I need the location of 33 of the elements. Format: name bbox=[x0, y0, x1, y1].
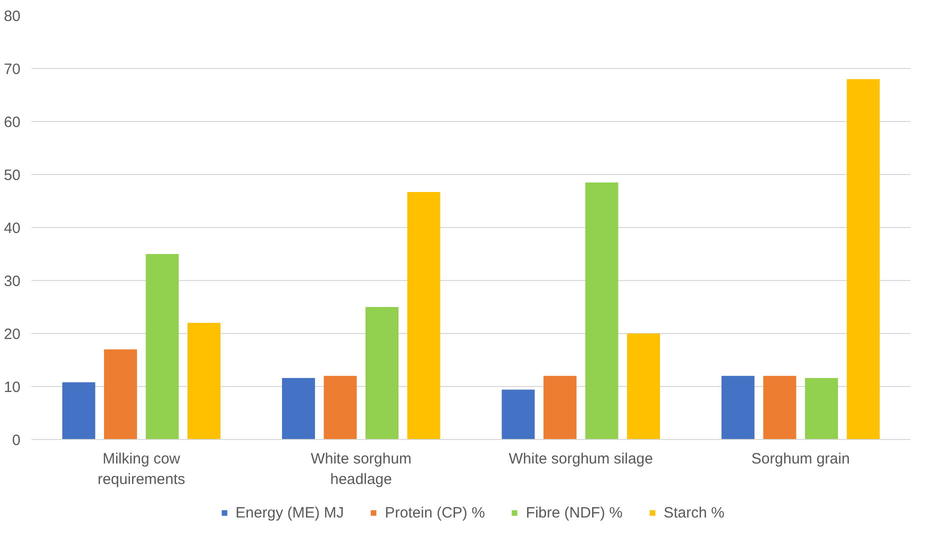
bar bbox=[722, 376, 754, 440]
bar bbox=[188, 322, 220, 440]
x-tick-label: Sorghum grain bbox=[751, 450, 850, 468]
legend-label: Fibre (NDF) % bbox=[526, 504, 623, 521]
bar bbox=[805, 378, 838, 440]
y-tick-label: 10 bbox=[4, 379, 21, 396]
bar bbox=[282, 378, 315, 440]
bar bbox=[585, 182, 618, 440]
y-tick-label: 50 bbox=[4, 167, 21, 184]
y-tick-label: 40 bbox=[4, 220, 21, 237]
bar bbox=[324, 376, 357, 440]
bar bbox=[846, 79, 880, 440]
y-tick-label: 60 bbox=[4, 114, 21, 131]
y-tick-label: 20 bbox=[4, 326, 21, 343]
legend-label: Starch % bbox=[664, 504, 724, 521]
y-tick-label: 80 bbox=[4, 8, 21, 25]
bar bbox=[62, 382, 96, 440]
y-tick-label: 0 bbox=[12, 432, 20, 449]
bar bbox=[146, 254, 179, 440]
y-tick-label: 30 bbox=[4, 273, 21, 290]
bar bbox=[104, 349, 137, 440]
y-tick-label: 70 bbox=[4, 61, 21, 78]
bar bbox=[366, 307, 398, 440]
legend-label: Protein (CP) % bbox=[384, 504, 485, 521]
bar bbox=[544, 376, 576, 440]
x-tick-label: Milking cow requirements bbox=[98, 450, 186, 488]
legend-label: Energy (ME) MJ bbox=[236, 504, 344, 521]
bar bbox=[763, 376, 796, 440]
bar bbox=[502, 390, 535, 440]
bar bbox=[627, 334, 660, 440]
x-tick-label: White sorghum headlage bbox=[310, 450, 412, 488]
bar bbox=[407, 192, 440, 440]
x-tick-label: White sorghum silage bbox=[508, 450, 653, 468]
